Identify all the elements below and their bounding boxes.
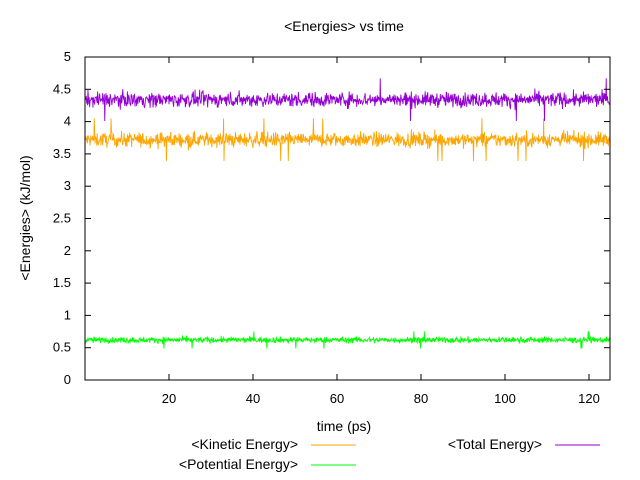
x-tick-label: 80 [414, 391, 428, 406]
y-axis-ticks: 0 0.5 1 1.5 2 2.5 3 3.5 4 4.5 5 [53, 49, 610, 387]
y-tick-label: 0.5 [53, 340, 71, 355]
y-tick-label: 2.5 [53, 211, 71, 226]
x-tick-label: 120 [578, 391, 600, 406]
x-tick-label: 100 [494, 391, 516, 406]
legend-label: <Potential Energy> [179, 456, 298, 472]
series-line-2 [84, 78, 611, 121]
y-tick-label: 0 [64, 372, 71, 387]
y-tick-label: 1 [64, 307, 71, 322]
y-tick-label: 4 [64, 114, 71, 129]
x-tick-label: 60 [330, 391, 344, 406]
y-axis-label: <Energies> (kJ/mol) [17, 155, 33, 280]
series-line-1 [84, 331, 611, 349]
y-tick-label: 3.5 [53, 146, 71, 161]
x-axis-label: time (ps) [317, 418, 371, 434]
x-axis-ticks: 20 40 60 80 100 120 [162, 57, 600, 406]
y-tick-label: 3 [64, 178, 71, 193]
x-tick-label: 20 [162, 391, 176, 406]
y-tick-label: 1.5 [53, 275, 71, 290]
chart-title: <Energies> vs time [284, 18, 404, 34]
legend: <Kinetic Energy> <Potential Energy> <Total… [179, 436, 600, 472]
y-tick-label: 2 [64, 243, 71, 258]
series-layer [84, 78, 611, 349]
y-tick-label: 4.5 [53, 81, 71, 96]
legend-label: <Total Energy> [448, 436, 542, 452]
y-tick-label: 5 [64, 49, 71, 64]
legend-label: <Kinetic Energy> [191, 436, 298, 452]
series-line-0 [84, 118, 611, 162]
x-tick-label: 40 [246, 391, 260, 406]
